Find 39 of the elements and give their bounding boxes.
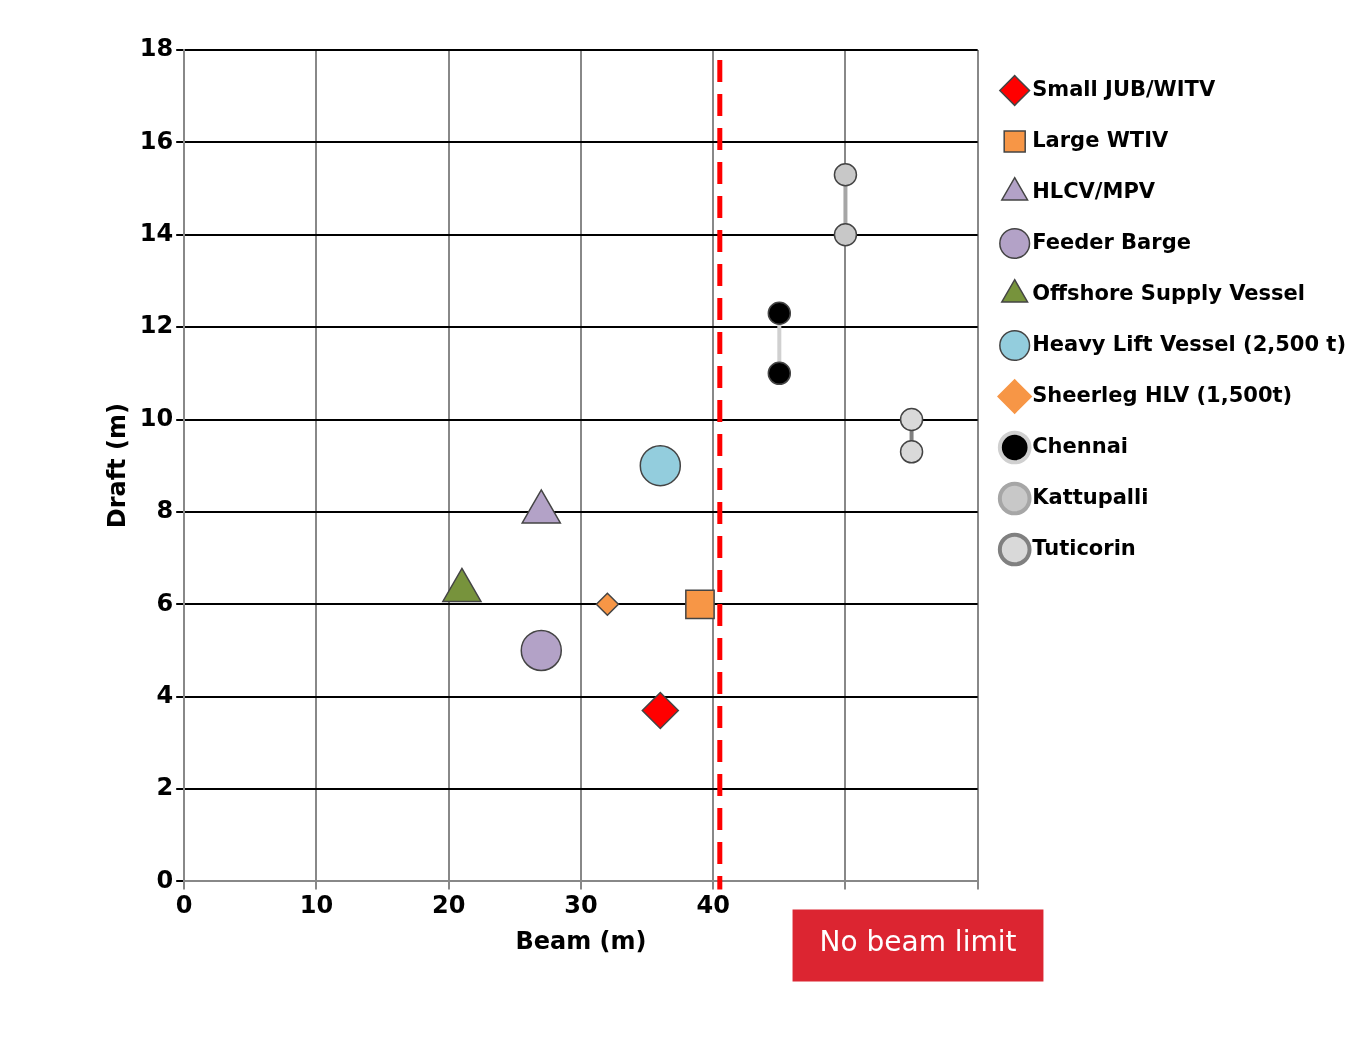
legend-label: Sheerleg HLV (1,500t) — [1032, 382, 1293, 407]
x-tick-label: 30 — [564, 891, 598, 920]
y-tick-label: 4 — [156, 680, 174, 709]
legend-label: Heavy Lift Vessel (2,500 t) — [1032, 331, 1346, 356]
text: No beam limit — [819, 924, 1017, 958]
point — [899, 407, 924, 432]
x-axis-title: Beam (m) — [515, 926, 647, 955]
x-tick-label: 20 — [431, 891, 466, 920]
point — [685, 589, 715, 620]
legend-label: Small JUB/WITV — [1032, 76, 1216, 101]
y-tick-label: 14 — [139, 218, 174, 247]
y-tick-label: 2 — [156, 773, 174, 802]
legend-label: Kattupalli — [1032, 484, 1149, 509]
legend-label: Chennai — [1032, 433, 1129, 458]
x-tick-label: 40 — [696, 891, 730, 920]
point — [520, 629, 563, 672]
point — [641, 691, 680, 730]
y-tick-label: 12 — [139, 311, 174, 340]
y-tick-label: 16 — [139, 126, 174, 155]
legend-label: Feeder Barge — [1032, 229, 1191, 254]
point — [833, 223, 858, 247]
point — [639, 444, 682, 487]
y-tick-label: 6 — [156, 588, 174, 617]
y-axis-title: Draft (m) — [102, 403, 131, 529]
x-tick-label: 10 — [299, 891, 334, 920]
point — [767, 301, 792, 326]
y-tick-label: 8 — [156, 496, 174, 525]
legend-label: Large WTIV — [1032, 127, 1169, 152]
y-tick-label: 0 — [156, 865, 174, 894]
point — [899, 440, 924, 464]
point — [595, 592, 620, 617]
y-tick-label: 18 — [139, 34, 174, 63]
point — [833, 162, 858, 187]
point — [767, 361, 792, 386]
y-tick-label: 10 — [139, 403, 174, 432]
legend-label: Tuticorin — [1032, 535, 1136, 560]
x-tick-label: 0 — [175, 891, 193, 920]
legend-label: HLCV/MPV — [1032, 178, 1156, 203]
legend-label: Offshore Supply Vessel — [1032, 280, 1305, 305]
